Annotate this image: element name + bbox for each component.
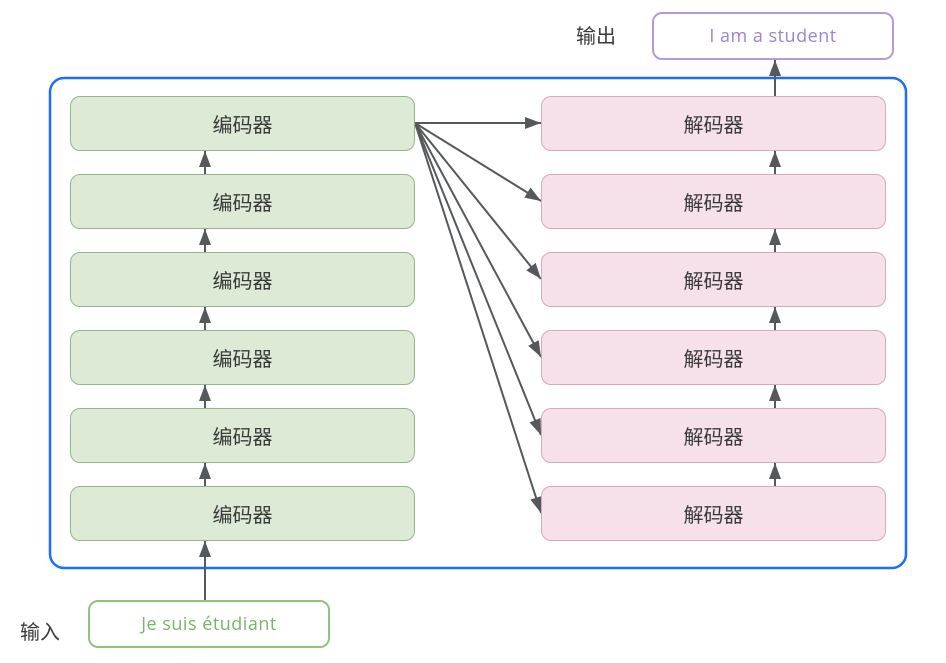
input-label: 输入 [20, 616, 60, 645]
encoder-block-1: 编码器 [70, 486, 415, 541]
encoder-block-4: 编码器 [70, 252, 415, 307]
encoder-block-5: 编码器 [70, 174, 415, 229]
output-text: I am a student [709, 24, 836, 48]
decoder-block-3: 解码器 [541, 330, 886, 385]
decoder-block-5: 解码器 [541, 174, 886, 229]
output-box: I am a student [652, 12, 894, 60]
decoder-block-1: 解码器 [541, 486, 886, 541]
encoder-block-2: 编码器 [70, 408, 415, 463]
encoder-block-3: 编码器 [70, 330, 415, 385]
input-box: Je suis étudiant [88, 600, 330, 648]
decoder-block-4: 解码器 [541, 252, 886, 307]
encoder-block-6: 编码器 [70, 96, 415, 151]
input-text: Je suis étudiant [141, 612, 277, 636]
decoder-block-2: 解码器 [541, 408, 886, 463]
decoder-block-6: 解码器 [541, 96, 886, 151]
output-label: 输出 [576, 20, 616, 49]
